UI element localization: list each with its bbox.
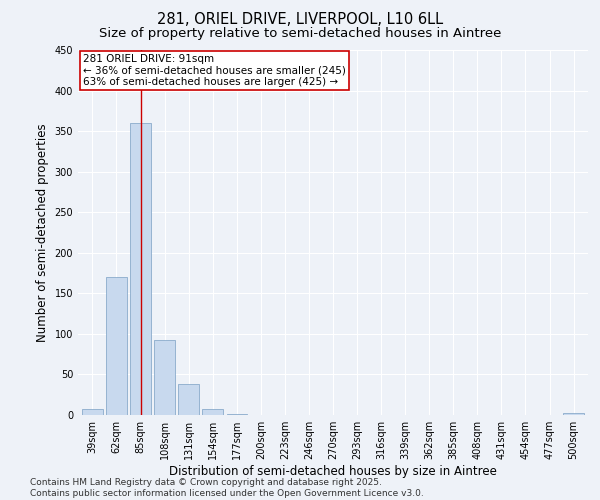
Bar (227, 414, 247, 415)
X-axis label: Distribution of semi-detached houses by size in Aintree: Distribution of semi-detached houses by … (169, 465, 497, 478)
Text: Size of property relative to semi-detached houses in Aintree: Size of property relative to semi-detach… (99, 28, 501, 40)
Bar (202, 408, 223, 415)
Text: Contains HM Land Registry data © Crown copyright and database right 2025.
Contai: Contains HM Land Registry data © Crown c… (30, 478, 424, 498)
Text: 281 ORIEL DRIVE: 91sqm
← 36% of semi-detached houses are smaller (245)
63% of se: 281 ORIEL DRIVE: 91sqm ← 36% of semi-det… (83, 54, 346, 87)
Bar (130, 123, 151, 415)
Bar (106, 277, 127, 415)
Y-axis label: Number of semi-detached properties: Number of semi-detached properties (36, 123, 49, 342)
Bar (563, 414, 584, 415)
Bar (82, 408, 103, 415)
Text: 281, ORIEL DRIVE, LIVERPOOL, L10 6LL: 281, ORIEL DRIVE, LIVERPOOL, L10 6LL (157, 12, 443, 28)
Bar (154, 340, 175, 415)
Bar (178, 384, 199, 415)
